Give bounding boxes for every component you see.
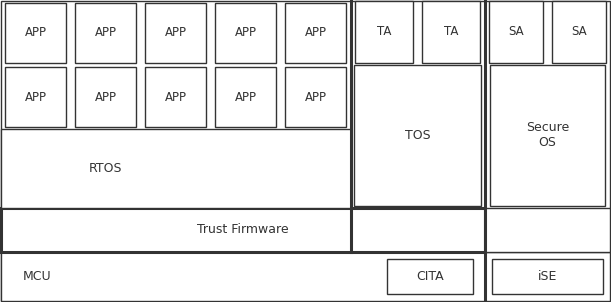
Text: TOS: TOS (405, 129, 431, 142)
Text: APP: APP (24, 91, 46, 104)
Bar (285, 3, 346, 63)
Bar (285, 67, 346, 127)
Text: iSE: iSE (538, 270, 557, 283)
Bar (215, 67, 276, 127)
Text: APP: APP (95, 91, 117, 104)
Text: APP: APP (235, 91, 257, 104)
Bar (145, 67, 207, 127)
Text: Trust Firmware: Trust Firmware (197, 223, 288, 236)
Bar (145, 3, 207, 63)
Bar (489, 1, 543, 63)
Text: CITA: CITA (416, 270, 444, 283)
Text: APP: APP (305, 26, 327, 39)
Bar (5, 3, 67, 63)
Text: APP: APP (164, 26, 186, 39)
Text: APP: APP (95, 26, 117, 39)
Text: TA: TA (377, 25, 391, 38)
Bar (485, 252, 610, 301)
Text: SA: SA (508, 25, 524, 38)
Text: RTOS: RTOS (89, 162, 122, 175)
Bar (1, 208, 485, 252)
Text: Secure
OS: Secure OS (526, 121, 569, 149)
Bar (215, 3, 276, 63)
Text: APP: APP (235, 26, 257, 39)
Text: APP: APP (164, 91, 186, 104)
Text: APP: APP (305, 91, 327, 104)
Bar (1, 252, 485, 301)
Text: APP: APP (24, 26, 46, 39)
Bar (75, 67, 136, 127)
Bar (492, 259, 603, 294)
Text: TA: TA (444, 25, 458, 38)
Bar (387, 259, 472, 294)
Bar (489, 65, 606, 206)
Bar (1, 129, 351, 208)
Bar (75, 3, 136, 63)
Bar (485, 208, 610, 252)
Bar (552, 1, 606, 63)
Text: MCU: MCU (23, 270, 51, 283)
Text: SA: SA (571, 25, 587, 38)
Bar (355, 1, 414, 63)
Bar (354, 65, 481, 206)
Bar (5, 67, 67, 127)
Bar (422, 1, 480, 63)
